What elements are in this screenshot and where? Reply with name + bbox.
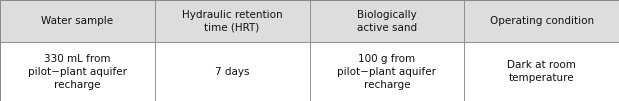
Bar [0,42,155,101]
Text: Biologically
active sand: Biologically active sand [357,10,417,33]
Bar [464,42,619,101]
Text: Hydraulic retention
time (HRT): Hydraulic retention time (HRT) [182,10,282,33]
Bar [155,0,310,42]
Bar [310,0,464,42]
Text: 100 g from
pilot−plant aquifer
recharge: 100 g from pilot−plant aquifer recharge [337,54,436,89]
Bar [464,0,619,42]
Text: Dark at room
temperature: Dark at room temperature [507,60,576,83]
Text: Water sample: Water sample [41,16,113,26]
Bar [0,0,155,42]
Text: 7 days: 7 days [215,67,249,77]
Bar [155,42,310,101]
Text: 330 mL from
pilot−plant aquifer
recharge: 330 mL from pilot−plant aquifer recharge [28,54,127,89]
Bar [310,42,464,101]
Text: Operating condition: Operating condition [490,16,594,26]
